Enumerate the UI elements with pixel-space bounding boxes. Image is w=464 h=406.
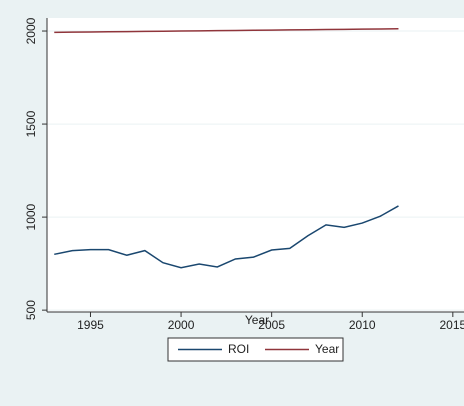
x-tick-label: 1995 — [77, 318, 104, 332]
line-series — [54, 205, 399, 269]
legend — [167, 337, 344, 362]
x-tick-label: 2010 — [349, 318, 376, 332]
x-axis-title: Year — [245, 313, 269, 327]
legend-label: Year — [315, 342, 339, 356]
x-tick-label: 2000 — [168, 318, 195, 332]
line-series — [54, 28, 399, 34]
y-tick-label: 500 — [24, 300, 38, 320]
y-tick-label: 1000 — [24, 203, 38, 230]
legend-label: ROI — [228, 342, 249, 356]
y-tick-label: 2000 — [24, 17, 38, 44]
y-tick-label: 1500 — [24, 110, 38, 137]
plot-area — [47, 18, 464, 312]
x-tick-label: 2005 — [258, 318, 285, 332]
x-tick-label: 2015 — [439, 318, 464, 332]
